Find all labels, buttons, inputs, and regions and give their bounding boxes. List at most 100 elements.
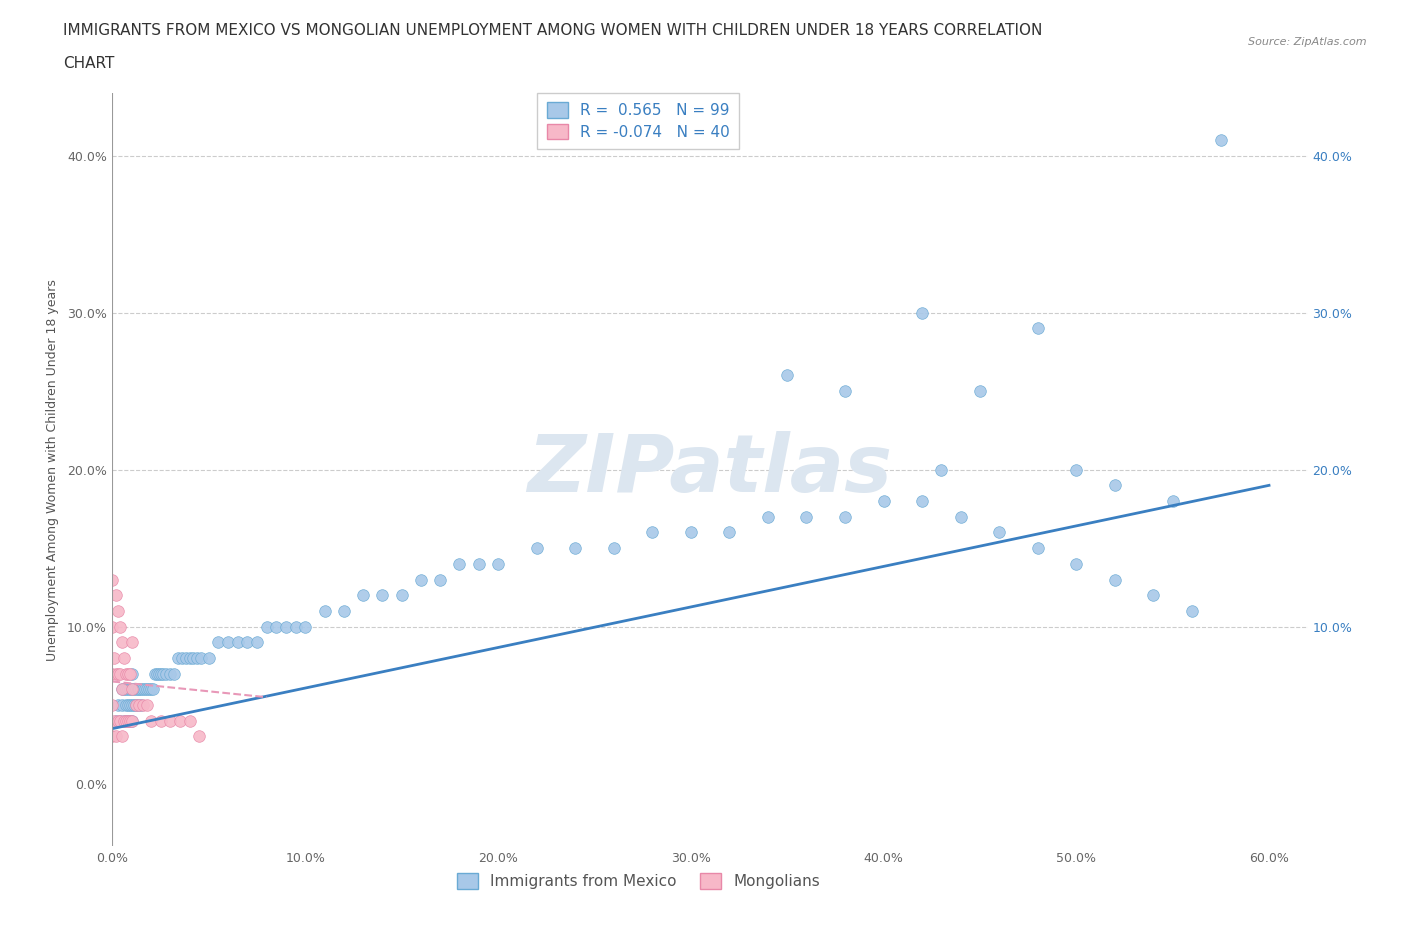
Point [121,698,143,712]
Point [969,384,991,399]
Point [107,666,129,681]
Point [155,666,177,681]
Point [1064,462,1087,477]
Y-axis label: Unemployment Among Women with Children Under 18 years: Unemployment Among Women with Children U… [46,279,59,660]
Point [641,525,664,539]
Point [127,682,149,697]
Point [911,494,934,509]
Point [122,682,145,697]
Point [107,713,129,728]
Point [101,698,124,712]
Point [170,651,193,666]
Point [101,619,124,634]
Point [121,682,143,697]
Point [128,682,150,697]
Point [117,713,139,728]
Point [131,682,153,697]
Point [105,729,128,744]
Point [236,635,259,650]
Point [1209,133,1232,148]
Point [138,682,160,697]
Point [834,384,856,399]
Point [143,666,166,681]
Point [105,666,128,681]
Point [333,604,356,618]
Text: Source: ZipAtlas.com: Source: ZipAtlas.com [1249,37,1367,47]
Point [118,713,141,728]
Point [294,619,316,634]
Point [159,713,181,728]
Point [1104,478,1126,493]
Text: IMMIGRANTS FROM MEXICO VS MONGOLIAN UNEMPLOYMENT AMONG WOMEN WITH CHILDREN UNDER: IMMIGRANTS FROM MEXICO VS MONGOLIAN UNEM… [63,23,1043,38]
Point [602,540,624,555]
Point [115,713,138,728]
Point [115,682,138,697]
Point [371,588,394,603]
Point [179,713,201,728]
Point [159,666,181,681]
Point [101,666,124,681]
Point [246,635,269,650]
Point [190,651,212,666]
Point [115,698,138,712]
Text: ZIPatlas: ZIPatlas [527,431,893,509]
Point [128,698,150,712]
Point [101,729,124,744]
Point [146,666,169,681]
Point [136,682,159,697]
Point [111,635,134,650]
Point [872,494,894,509]
Point [256,619,278,634]
Point [121,635,143,650]
Point [111,729,134,744]
Point [207,635,229,650]
Point [108,713,131,728]
Point [111,682,134,697]
Point [486,556,509,571]
Point [149,666,172,681]
Point [1064,556,1087,571]
Point [132,682,155,697]
Text: CHART: CHART [63,56,115,71]
Point [198,651,221,666]
Point [352,588,374,603]
Point [121,713,143,728]
Point [274,619,297,634]
Point [121,682,143,697]
Point [314,604,336,618]
Point [134,682,156,697]
Point [115,666,138,681]
Point [149,713,172,728]
Point [108,619,131,634]
Point [679,525,702,539]
Point [139,682,162,697]
Point [186,651,208,666]
Point [112,713,135,728]
Point [112,713,135,728]
Point [117,682,139,697]
Legend: Immigrants from Mexico, Mongolians: Immigrants from Mexico, Mongolians [450,867,827,896]
Point [988,525,1011,539]
Point [931,462,953,477]
Point [449,556,471,571]
Point [105,713,128,728]
Point [121,666,143,681]
Point [103,651,125,666]
Point [136,698,159,712]
Point [105,588,128,603]
Point [226,635,249,650]
Point [949,510,972,525]
Point [1181,604,1204,618]
Point [796,510,818,525]
Point [108,666,131,681]
Point [118,666,141,681]
Point [107,604,129,618]
Point [1104,572,1126,587]
Point [526,540,548,555]
Point [1161,494,1184,509]
Point [111,682,134,697]
Point [179,651,201,666]
Point [169,713,191,728]
Point [124,682,146,697]
Point [121,713,143,728]
